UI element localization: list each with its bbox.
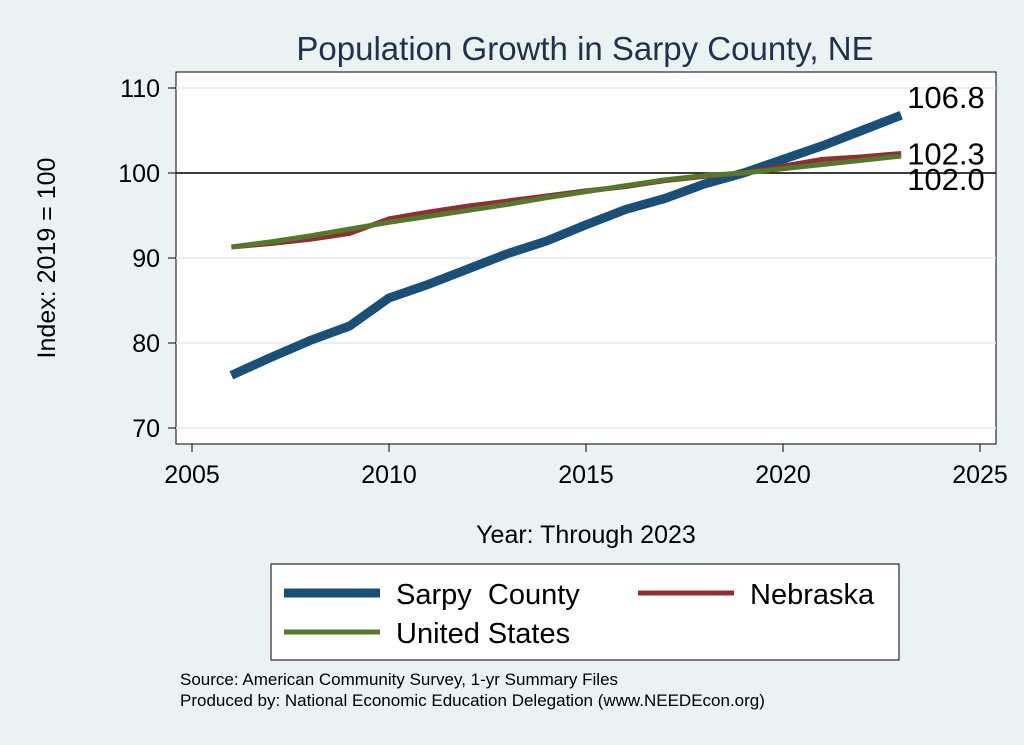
- x-tick-label: 2010: [361, 461, 417, 489]
- end-label: 106.8: [907, 80, 985, 115]
- y-tick-label: 100: [118, 160, 160, 188]
- source-note: Source: American Community Survey, 1-yr …: [180, 670, 619, 689]
- end-label: 102.0: [907, 162, 985, 197]
- chart-title: Population Growth in Sarpy County, NE: [296, 30, 873, 67]
- legend: Sarpy County Nebraska United States: [284, 579, 875, 650]
- y-tick-label: 80: [132, 330, 160, 358]
- series-line-1: [229, 111, 903, 380]
- y-tick-label: 70: [132, 415, 160, 443]
- series-line-3: [231, 153, 902, 250]
- axes: 70 80 90 100 110 2005 2010 2015 2020 2025: [118, 75, 1008, 489]
- y-tick-label: 110: [120, 75, 160, 103]
- legend-label: Sarpy County: [396, 579, 580, 611]
- x-tick-label: 2005: [164, 461, 220, 489]
- legend-label: United States: [396, 618, 570, 650]
- x-tick-label: 2015: [558, 461, 614, 489]
- series-lines: [229, 111, 903, 380]
- end-label: 102.3: [907, 136, 985, 171]
- legend-label: Nebraska: [750, 579, 875, 611]
- x-tick-label: 2025: [952, 461, 1008, 489]
- x-tick-label: 2020: [755, 461, 811, 489]
- legend-box: [270, 563, 900, 661]
- y-tick-label: 90: [132, 245, 160, 273]
- y-axis-title: Index: 2019 = 100: [33, 158, 61, 359]
- producer-note: Produced by: National Economic Education…: [180, 691, 765, 710]
- x-axis-title: Year: Through 2023: [476, 521, 696, 549]
